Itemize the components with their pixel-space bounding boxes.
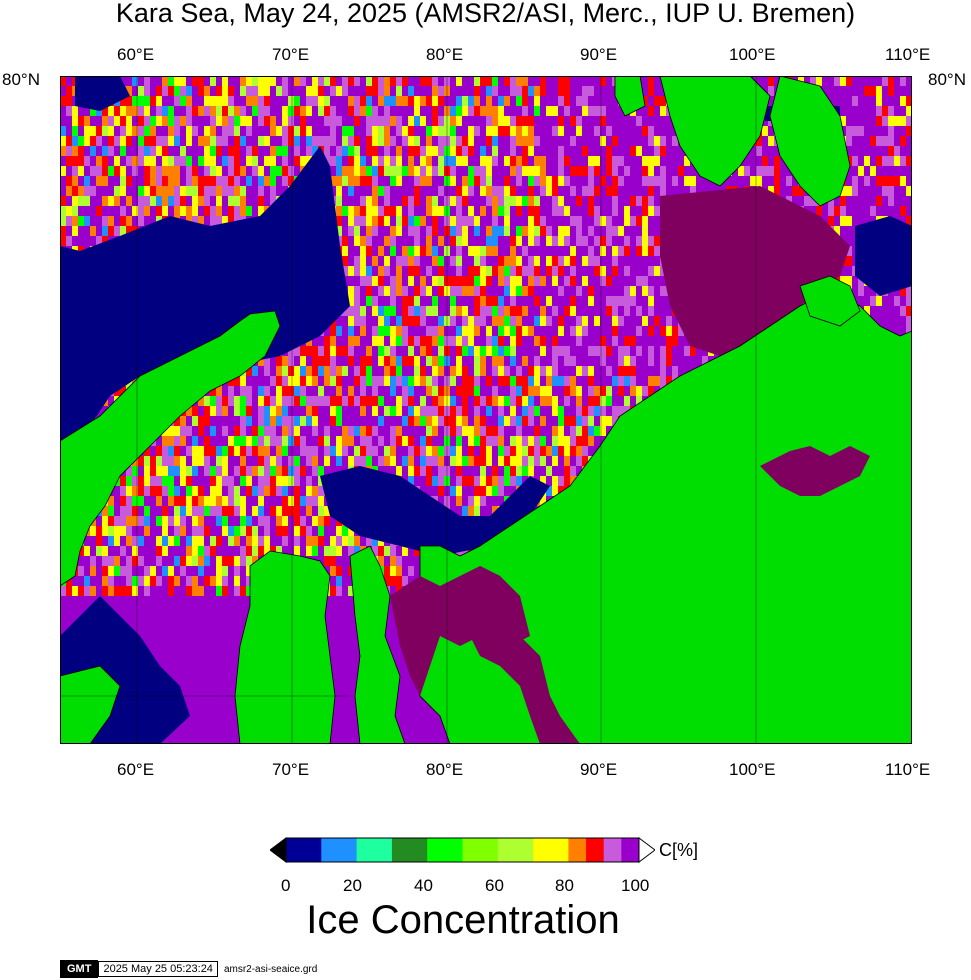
colorbar [269,836,656,869]
grid-filename: amsr2-asi-seaice.grd [223,963,318,975]
lat-label-left-80: 80°N [2,70,40,89]
land-gydan [349,545,406,744]
sea-ice-map [60,76,912,744]
land-yamal [234,550,336,744]
land-small-island-north [614,76,646,117]
land-novaya-zemlya [60,310,281,587]
colorbar-bin-11 [621,838,640,862]
colorbar-bin-3 [391,838,428,862]
lon-label-top-110: 110°E [885,45,931,64]
colorbar-bin-0 [286,838,322,862]
colorbar-bin-9 [586,838,605,862]
legend-title: Ice Concentration [306,898,620,942]
lon-label-bottom-80: 80°E [426,760,464,779]
colorbar-bin-7 [533,838,569,862]
colorbar-tick-20: 20 [343,876,362,895]
open-water-northwest-corner [75,76,130,111]
colorbar-tick-80: 80 [555,876,574,895]
fast-ice-east-bay [760,446,870,496]
colorbar-tick-0: 0 [281,876,291,895]
land-severnaya-zemlya [659,76,771,187]
timestamp-text: 2025 May 25 05:23:24 [98,961,218,977]
land-southwest-peninsula [60,665,121,744]
colorbar-high-triangle [638,837,656,863]
lon-label-bottom-90: 90°E [580,760,618,779]
land-northeast-island [769,76,851,207]
open-water-gulf [320,466,550,556]
fast-ice-areas [390,446,870,744]
lon-label-top-100: 100°E [729,45,776,64]
lon-label-bottom-60: 60°E [117,760,155,779]
colorbar-bin-10 [603,838,622,862]
lon-label-top-70: 70°E [272,45,310,64]
colorbar-bin-2 [356,838,393,862]
lon-label-bottom-70: 70°E [272,760,310,779]
lon-label-bottom-110: 110°E [885,760,931,779]
colorbar-bin-4 [427,838,463,862]
colorbar-low-triangle [269,837,287,863]
lon-label-top-90: 90°E [580,45,618,64]
gmt-logo: GMT [60,960,99,978]
fast-ice-yenisei [460,566,580,744]
colorbar-tick-100: 100 [621,876,650,895]
lat-label-right-80: 80°N [928,70,966,89]
colorbar-bins [286,838,640,862]
graticule [60,76,757,744]
lon-label-bottom-100: 100°E [729,760,776,779]
lon-label-top-80: 80°E [426,45,464,64]
map-title: Kara Sea, May 24, 2025 (AMSR2/ASI, Merc.… [115,0,856,28]
open-water-east-polynya [855,216,912,296]
land-cape-east [799,275,861,327]
colorbar-bin-6 [497,838,534,862]
colorbar-bin-8 [568,838,587,862]
gmt-timestamp: GMT 2025 May 25 05:23:24 amsr2-asi-seaic… [60,960,318,978]
colorbar-unit: C[%] [659,840,699,860]
open-water-barents [60,146,350,446]
colorbar-tick-60: 60 [485,876,504,895]
lon-label-top-60: 60°E [117,45,155,64]
colorbar-svg [269,837,656,863]
colorbar-bin-5 [462,838,499,862]
colorbar-bin-1 [321,838,358,862]
sea-ice-map-svg [60,76,912,744]
colorbar-tick-40: 40 [414,876,433,895]
